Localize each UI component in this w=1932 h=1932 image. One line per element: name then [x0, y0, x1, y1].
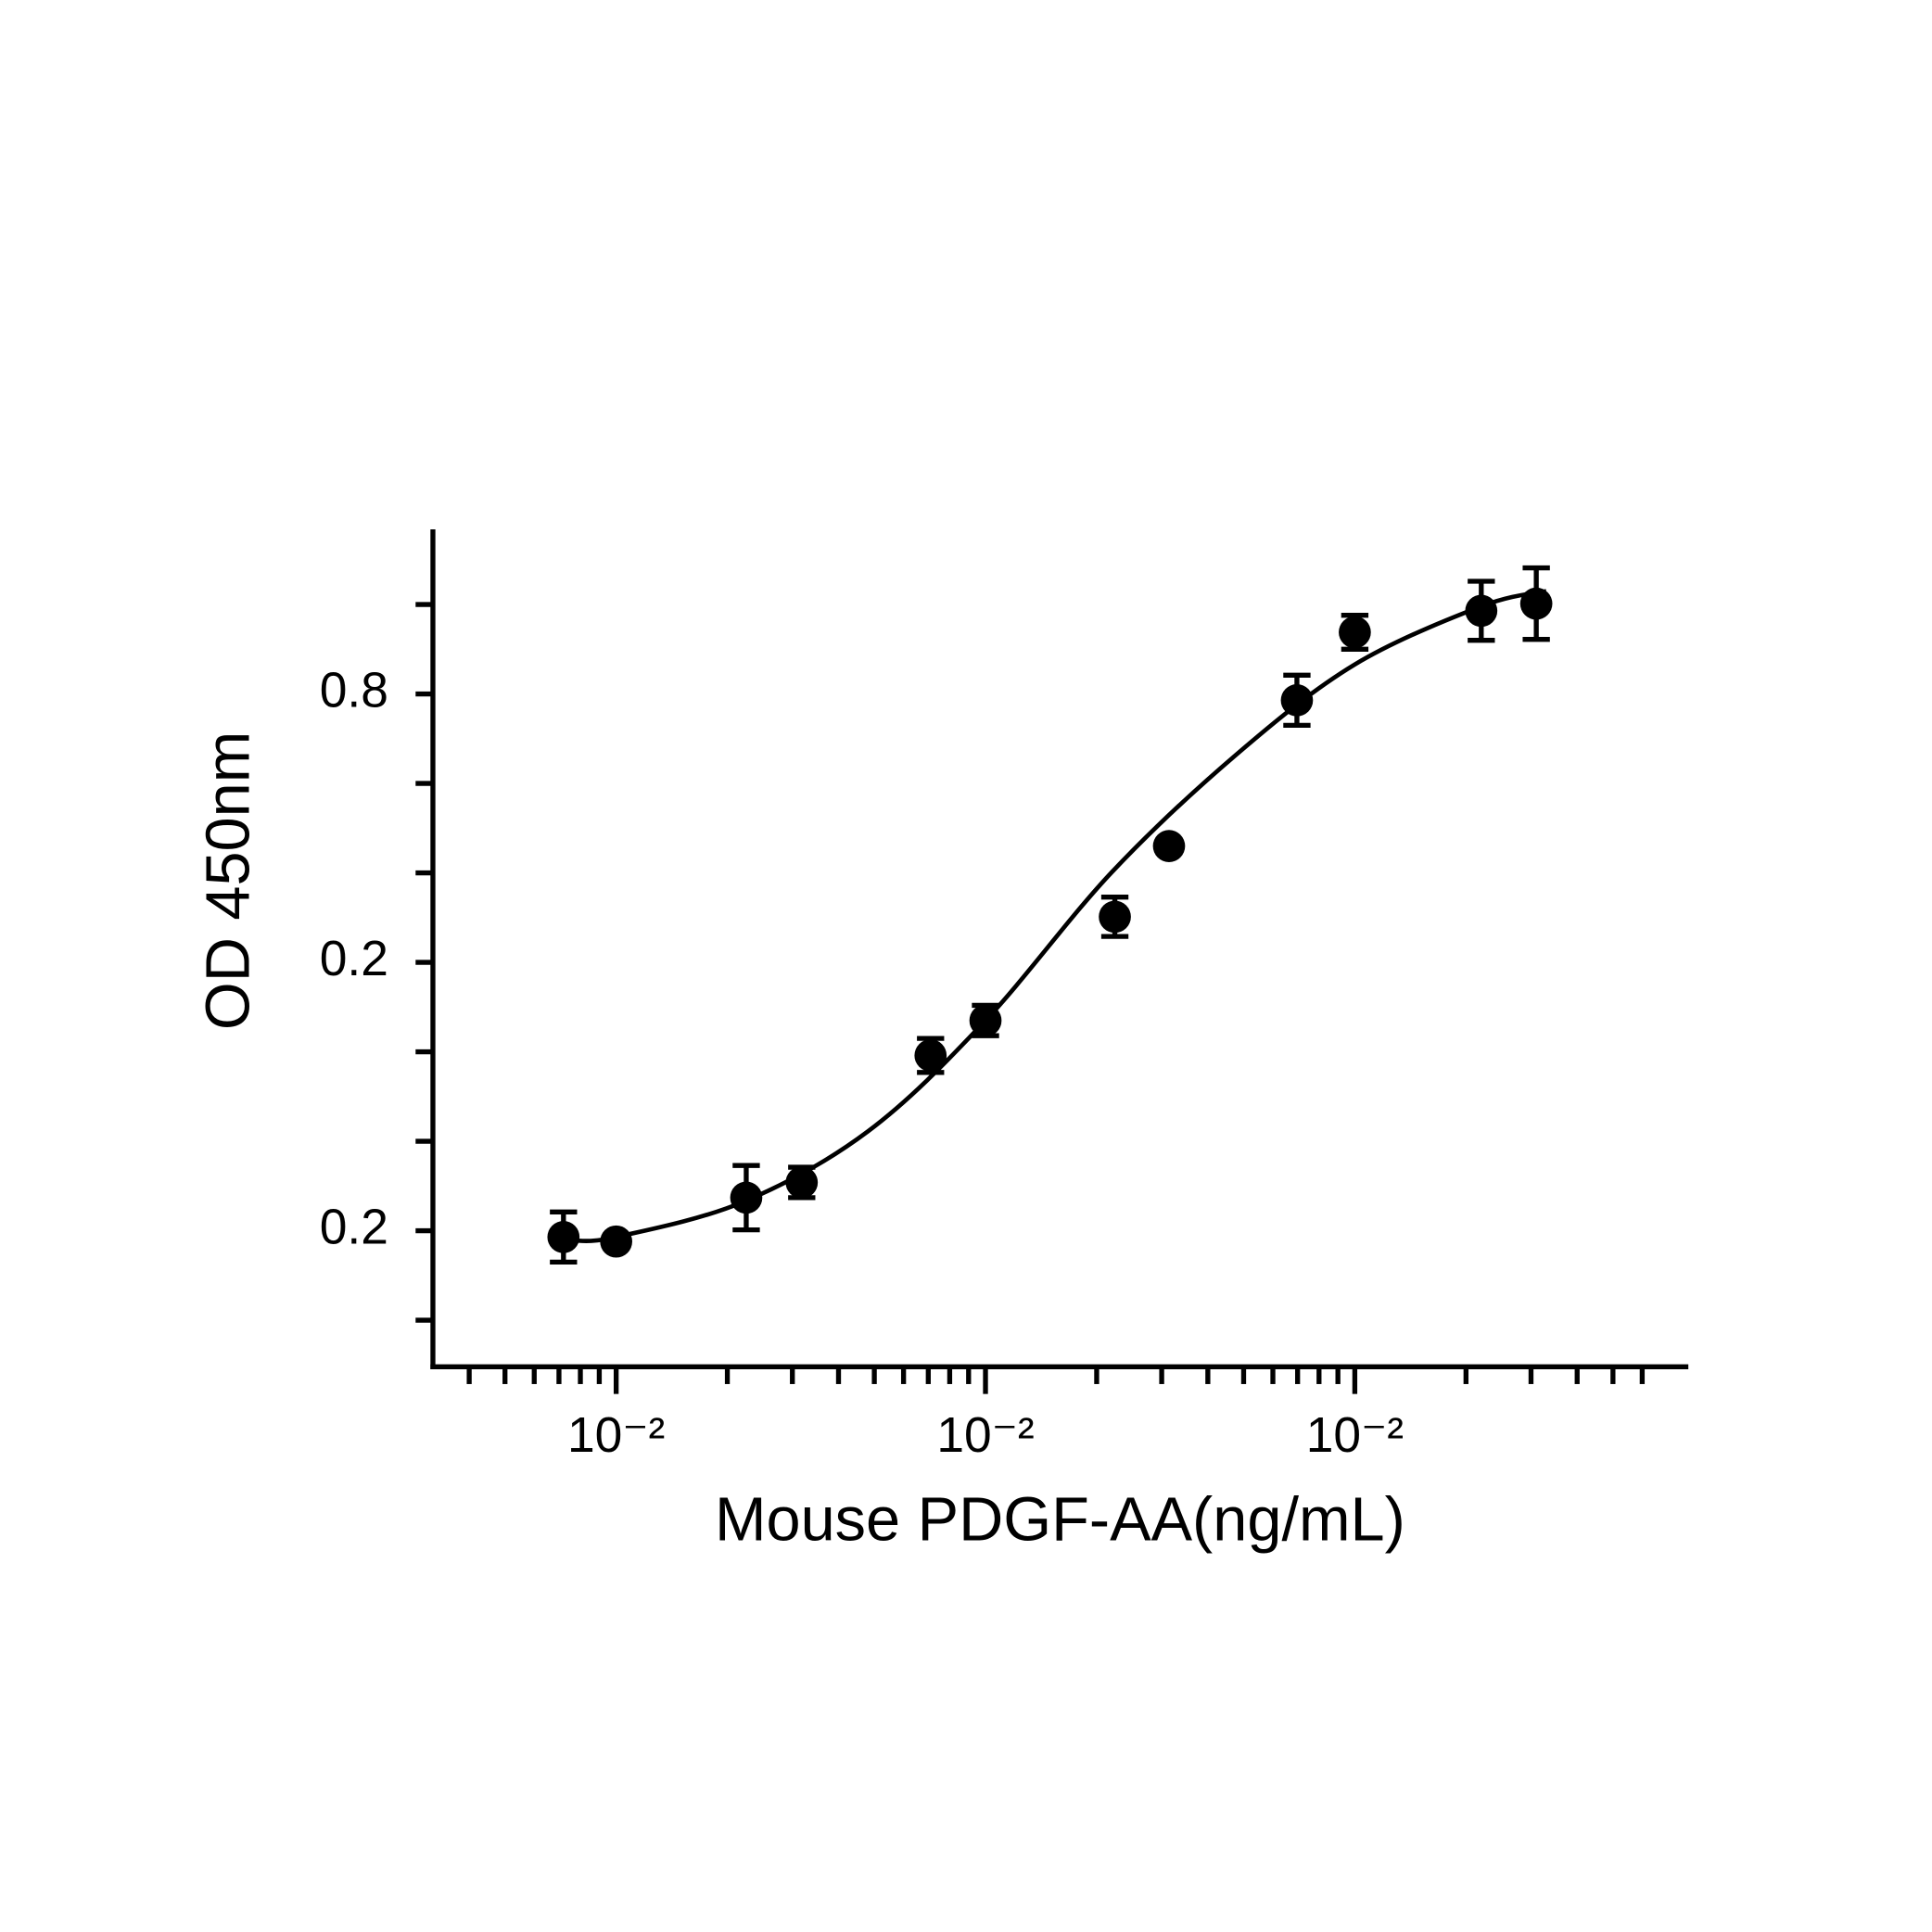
data-point — [1280, 684, 1314, 717]
data-point — [730, 1181, 763, 1214]
data-point — [1152, 830, 1186, 862]
y-tick-label: 0.2 — [320, 1201, 388, 1255]
x-tick-label: 10⁻² — [567, 1408, 665, 1463]
data-point — [1519, 587, 1553, 620]
y-axis-label: OD 450nm — [194, 731, 262, 1030]
data-point — [1339, 616, 1371, 649]
data-point — [785, 1166, 819, 1199]
data-point — [547, 1221, 580, 1253]
data-point — [600, 1225, 632, 1258]
data-point — [1099, 900, 1131, 934]
data-point — [914, 1039, 947, 1072]
fit-curve — [571, 589, 1547, 1243]
y-tick-label: 0.2 — [320, 932, 388, 986]
x-axis-label: Mouse PDGF-AA(ng/mL) — [715, 1485, 1405, 1554]
x-tick-label: 10⁻² — [936, 1408, 1034, 1463]
data-point — [969, 1004, 1002, 1037]
data-point — [1465, 594, 1498, 628]
x-tick-label: 10⁻² — [1306, 1408, 1404, 1463]
y-tick-label: 0.8 — [320, 664, 388, 718]
